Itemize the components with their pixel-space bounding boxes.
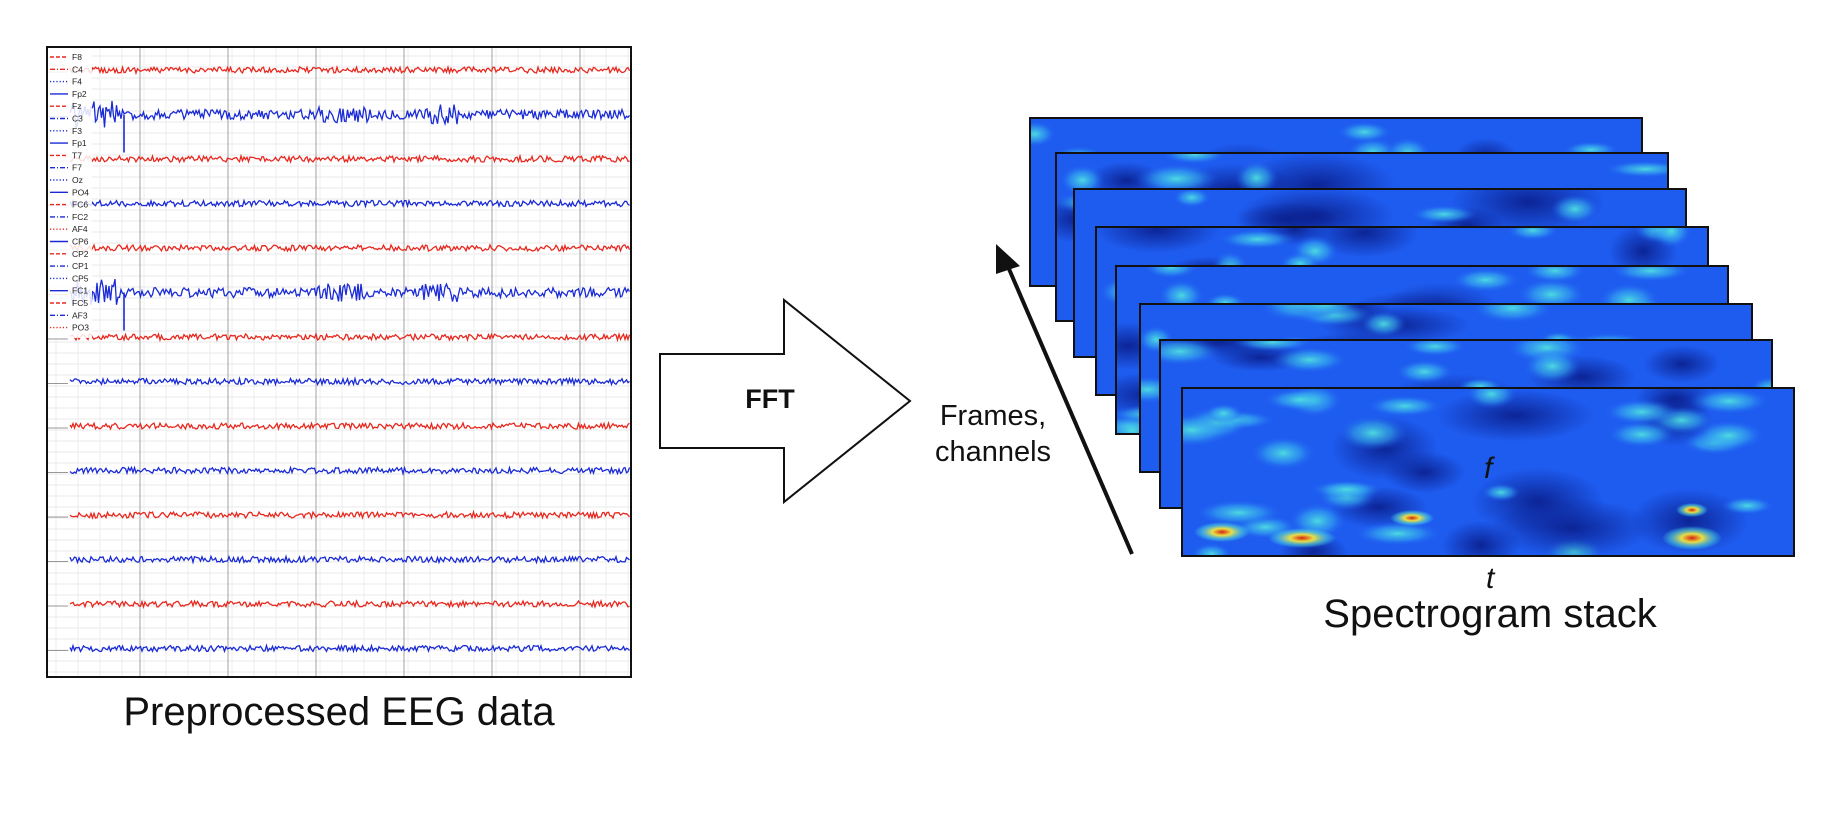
eeg-trace [69, 598, 630, 610]
legend-channel-label: CP1 [72, 261, 89, 271]
eeg-trace [69, 64, 630, 76]
eeg-trace [69, 420, 630, 432]
eeg-trace [69, 278, 630, 306]
eeg-trace [69, 100, 630, 129]
legend-channel-label: FC2 [72, 212, 88, 222]
legend-channel-label: CP5 [72, 273, 89, 283]
spectrogram-caption: Spectrogram stack [1323, 592, 1657, 636]
legend-channel-label: CP2 [72, 249, 89, 259]
eeg-trace [69, 243, 630, 253]
f-axis-label: f [1484, 452, 1493, 485]
legend-channel-label: Fp2 [72, 89, 87, 99]
eeg-trace [69, 509, 630, 521]
legend-channel-label: PO4 [72, 187, 89, 197]
legend-channel-label: F7 [72, 163, 82, 173]
eeg-trace [69, 331, 630, 343]
legend-channel-label: F3 [72, 126, 82, 136]
frames-channels-label: Frames, channels [918, 398, 1068, 470]
legend-channel-label: C4 [72, 64, 83, 74]
eeg-trace [69, 198, 630, 209]
eeg-trace [69, 153, 630, 164]
legend-channel-label: Fz [72, 101, 81, 111]
legend-channel-label: T7 [72, 150, 82, 160]
eeg-caption: Preprocessed EEG data [123, 690, 555, 734]
eeg-traces: F8 C4 F4 Fp2 Fz C3 F3 Fp1 T7 F7 Oz PO4 FC6 FC2 AF4 CP6 C… [48, 48, 630, 676]
stack-axis-arrow-icon [996, 244, 1134, 555]
legend-channel-label: FC1 [72, 286, 88, 296]
eeg-trace [69, 376, 630, 387]
legend-channel-label: AF4 [72, 224, 88, 234]
eeg-trace [69, 554, 630, 565]
legend-channel-label: FC6 [72, 200, 88, 210]
legend-channel-label: FC5 [72, 298, 88, 308]
eeg-trace [69, 643, 630, 654]
legend-channel-label: F4 [72, 77, 82, 87]
legend-channel-label: CP6 [72, 237, 89, 247]
frames-label-line1: Frames, [939, 400, 1047, 432]
legend-channel-label: PO3 [72, 323, 89, 333]
legend-channel-label: Oz [72, 175, 83, 185]
eeg-trace [69, 465, 630, 477]
legend-channel-label: C3 [72, 114, 83, 124]
spectrogram-stack [1029, 117, 1795, 557]
legend-channel-label: F8 [72, 52, 82, 62]
legend-channel-label: AF3 [72, 310, 88, 320]
frames-label-line2: channels [934, 436, 1052, 468]
fft-arrow-icon [659, 297, 912, 505]
spectrogram-frame [1181, 387, 1795, 557]
fft-label: FFT [745, 384, 795, 414]
eeg-plot: F8 C4 F4 Fp2 Fz C3 F3 Fp1 T7 F7 Oz PO4 FC6 FC2 AF4 CP6 C… [46, 46, 632, 678]
legend-channel-label: Fp1 [72, 138, 87, 148]
channel-legend: F8 C4 F4 Fp2 Fz C3 F3 Fp1 T7 F7 Oz PO4 FC6 FC2 AF4 CP6 C… [48, 48, 92, 338]
t-axis-label: t [1486, 562, 1495, 595]
